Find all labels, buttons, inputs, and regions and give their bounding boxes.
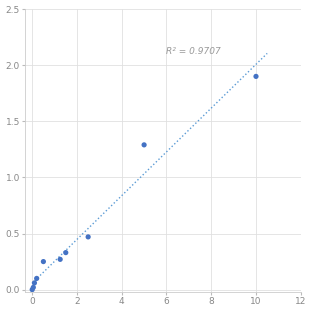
- Point: [254, 74, 259, 79]
- Point: [58, 257, 63, 262]
- Point: [142, 142, 147, 147]
- Point: [63, 250, 68, 255]
- Text: R² = 0.9707: R² = 0.9707: [167, 47, 221, 56]
- Point: [41, 259, 46, 264]
- Point: [30, 287, 35, 292]
- Point: [31, 285, 36, 290]
- Point: [34, 276, 39, 281]
- Point: [86, 234, 91, 239]
- Point: [32, 280, 37, 285]
